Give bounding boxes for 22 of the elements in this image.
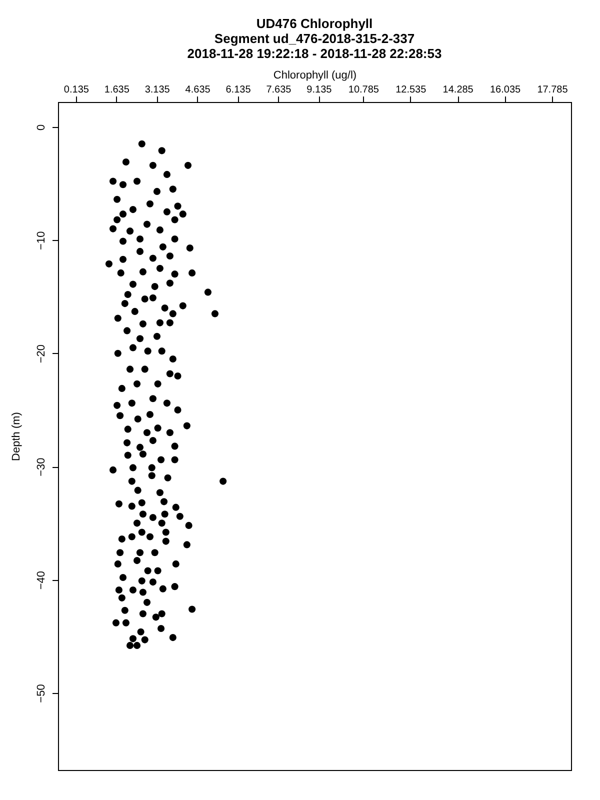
- chart-title: UD476 Chlorophyll: [256, 16, 373, 31]
- x-tick-label: 0.135: [64, 84, 90, 96]
- chart-subtitle: Segment ud_476-2018-315-2-337 2018-11-28 19:22:18 - 2018-11-28 22:28:53: [187, 31, 442, 61]
- y-tick-label: 0: [36, 124, 48, 130]
- x-tick-label: 9.135: [306, 84, 332, 96]
- x-tick-label: 12.535: [396, 84, 427, 96]
- y-tick-label: −10: [36, 231, 48, 250]
- x-tick-label: 16.035: [490, 84, 522, 96]
- x-tick-label: 10.785: [348, 84, 380, 96]
- y-tick-label: −40: [36, 570, 48, 590]
- x-tick-label: 1.635: [104, 84, 130, 96]
- x-tick-label: 7.635: [266, 84, 292, 96]
- x-tick-label: 6.135: [226, 84, 252, 96]
- x-tick-label: 14.285: [442, 84, 474, 96]
- x-tick-label: 17.785: [537, 84, 568, 96]
- x-tick-label: 3.135: [144, 84, 170, 96]
- y-tick-label: −30: [36, 458, 48, 476]
- x-axis-title: Chlorophyll (ug/l): [273, 70, 357, 82]
- y-axis-title: Depth (m): [10, 412, 22, 461]
- y-tick-label: −20: [36, 344, 48, 364]
- y-tick-label: −50: [36, 684, 48, 703]
- x-tick-label: 4.635: [185, 84, 211, 96]
